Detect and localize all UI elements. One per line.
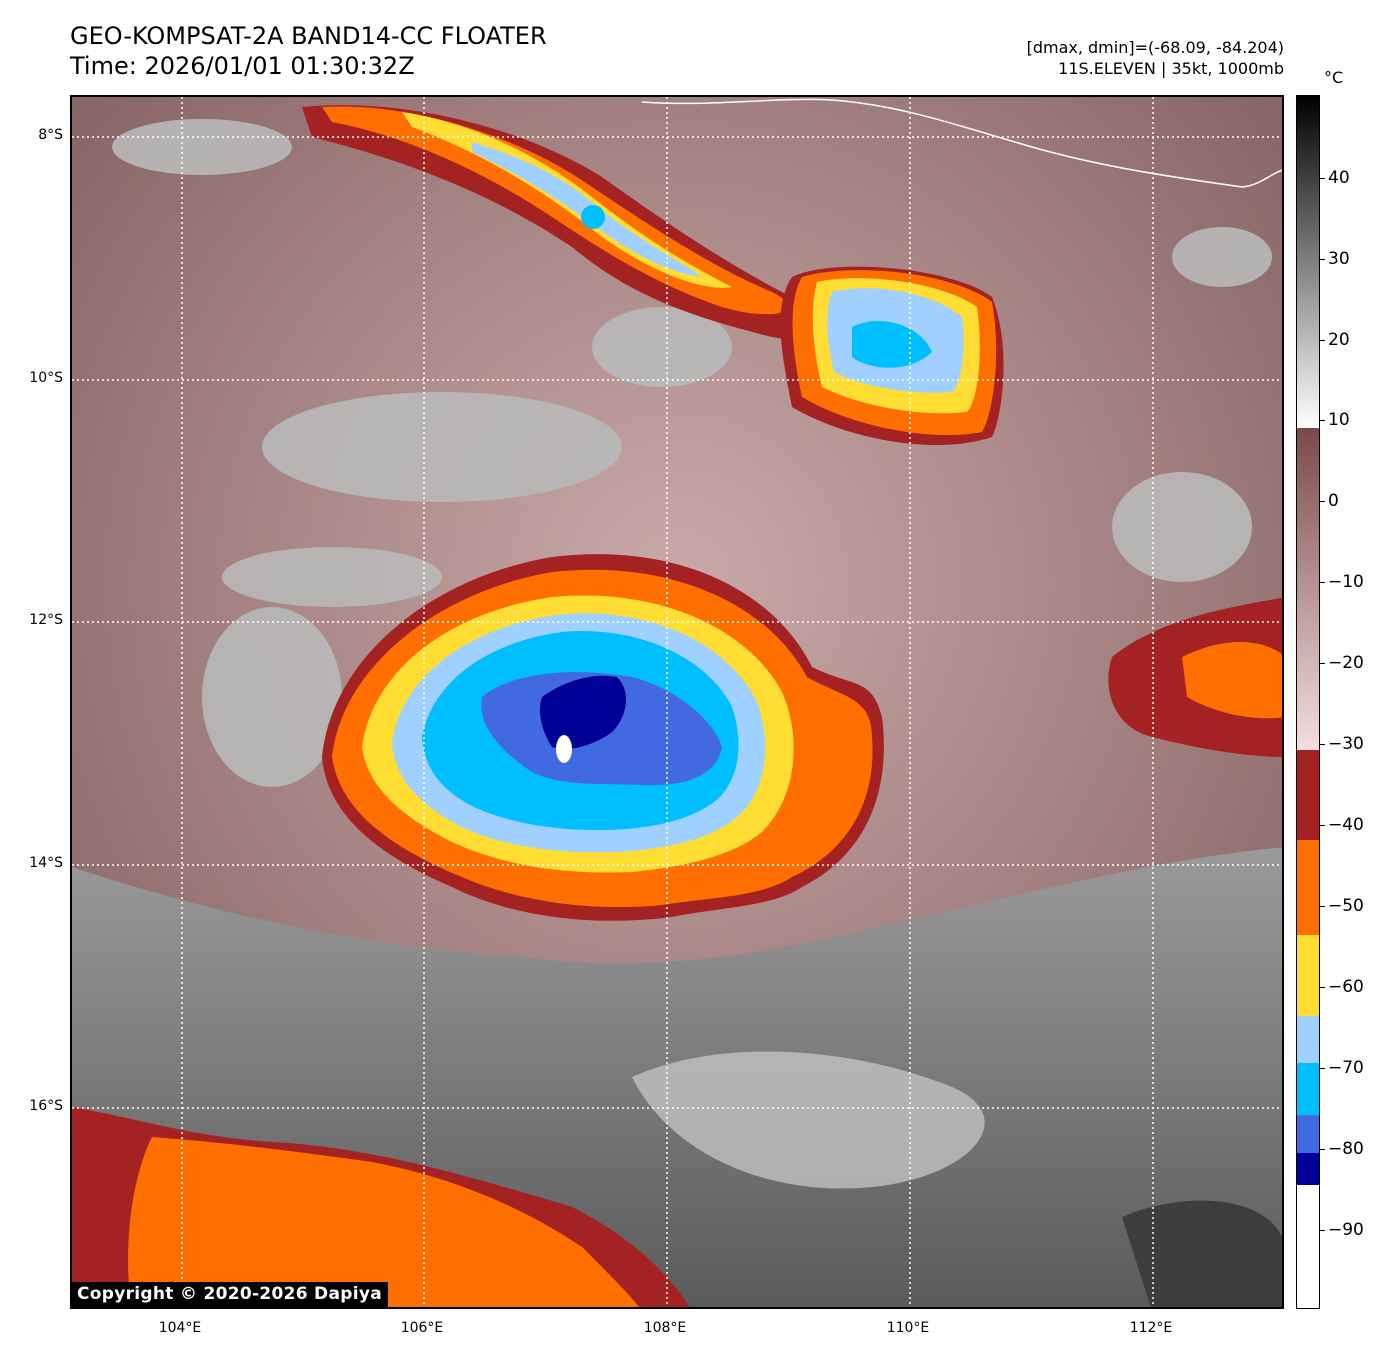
storm-info: 11S.ELEVEN | 35kt, 1000mb xyxy=(1058,59,1284,78)
cbar-tick-20: 20 xyxy=(1328,330,1350,350)
cyclone-convection xyxy=(322,554,884,921)
cbar-tick-40: 40 xyxy=(1328,168,1350,188)
gray-cloud-patches xyxy=(112,119,1272,787)
lon-label-110e: 110°E xyxy=(886,1320,930,1336)
cbar-tick-minus80: −80 xyxy=(1328,1139,1364,1159)
dmax-dmin-readout: [dmax, dmin]=(-68.09, -84.204) xyxy=(1026,38,1284,57)
lat-label-16s: 16°S xyxy=(29,1098,63,1114)
graticule xyxy=(72,97,1282,1307)
cbar-tick-0: 0 xyxy=(1328,491,1339,511)
map-title: GEO-KOMPSAT-2A BAND14-CC FLOATER xyxy=(70,22,547,50)
copyright-badge: Copyright © 2020-2026 Dapiya xyxy=(72,1282,388,1307)
colorbar xyxy=(1296,95,1320,1309)
lat-label-14s: 14°S xyxy=(29,855,63,871)
map-imagery xyxy=(72,97,1282,1307)
lat-label-8s: 8°S xyxy=(38,127,63,143)
timestamp: Time: 2026/01/01 01:30:32Z xyxy=(70,52,415,80)
southern-convection xyxy=(72,1107,690,1307)
cbar-tick-30: 30 xyxy=(1328,249,1350,269)
cbar-tick-10: 10 xyxy=(1328,410,1350,430)
cbar-tick-minus20: −20 xyxy=(1328,653,1364,673)
northern-convection xyxy=(302,105,1004,446)
colorbar-gradient xyxy=(1297,96,1319,1308)
cbar-tick-minus30: −30 xyxy=(1328,734,1364,754)
lat-label-12s: 12°S xyxy=(29,612,63,628)
lon-label-112e: 112°E xyxy=(1129,1320,1173,1336)
lat-label-10s: 10°S xyxy=(29,370,63,386)
colorbar-unit: °C xyxy=(1324,68,1344,87)
cbar-tick-minus90: −90 xyxy=(1328,1220,1364,1240)
lon-label-106e: 106°E xyxy=(400,1320,444,1336)
cbar-tick-minus60: −60 xyxy=(1328,977,1364,997)
lon-label-104e: 104°E xyxy=(158,1320,202,1336)
coastline xyxy=(641,98,1282,188)
cbar-tick-minus50: −50 xyxy=(1328,896,1364,916)
lon-label-108e: 108°E xyxy=(643,1320,687,1336)
cbar-tick-minus10: −10 xyxy=(1328,572,1364,592)
satellite-map[interactable] xyxy=(70,95,1284,1309)
cbar-tick-minus40: −40 xyxy=(1328,815,1364,835)
cbar-tick-minus70: −70 xyxy=(1328,1058,1364,1078)
eastern-convection xyxy=(1108,597,1282,757)
